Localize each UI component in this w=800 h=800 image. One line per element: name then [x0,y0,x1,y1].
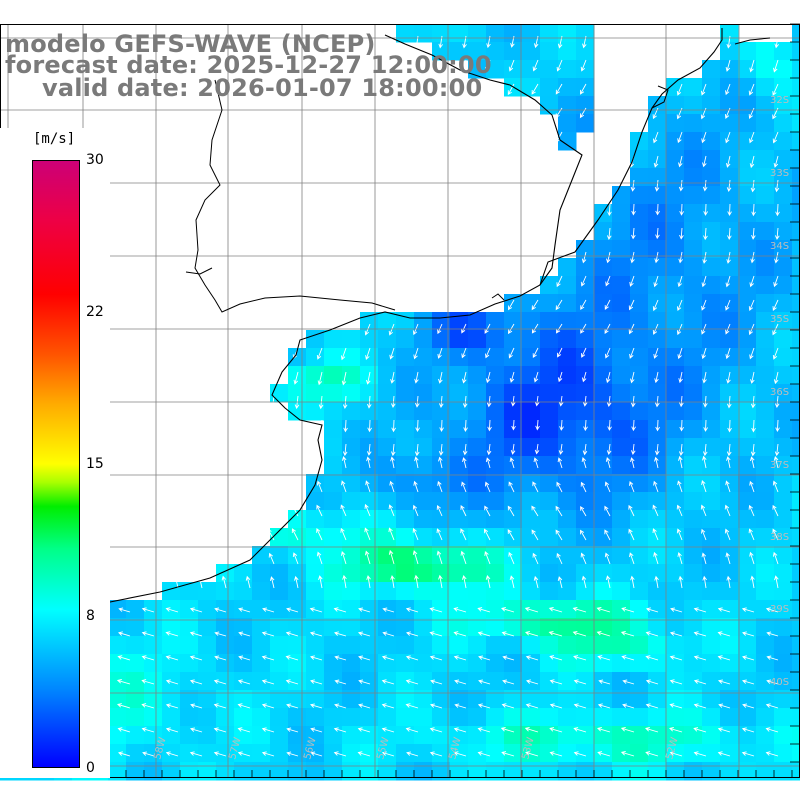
latitude-labels: 32S 33S 34S 35S 36S 37S 38S 39S 40S [770,95,789,688]
colorbar-tick-8: 8 [86,608,95,624]
coastline [0,28,771,621]
colorbar [32,160,80,768]
lat-label: 35S [770,314,789,325]
forecast-date: forecast date: 2025-12-27 12:00:00 [5,51,492,79]
lat-label: 37S [770,460,789,471]
lat-label: 32S [770,95,789,106]
colorbar-tick-0: 0 [86,760,95,776]
colorbar-units: [m/s] [33,131,76,147]
valid-date: valid date: 2026-01-07 18:00:00 [42,74,483,102]
colorbar-tick-30: 30 [86,152,104,168]
lat-label: 34S [770,241,789,252]
lat-label: 38S [770,532,789,543]
lat-lon-grid [0,23,800,778]
lat-label: 36S [770,387,789,398]
model-title: modelo GEFS-WAVE (NCEP) [5,30,376,58]
colorbar-tick-22: 22 [86,304,104,320]
lat-label: 33S [770,168,789,179]
colorbar-tick-15: 15 [86,456,104,472]
lat-label: 40S [770,677,789,688]
lat-label: 39S [770,604,789,615]
